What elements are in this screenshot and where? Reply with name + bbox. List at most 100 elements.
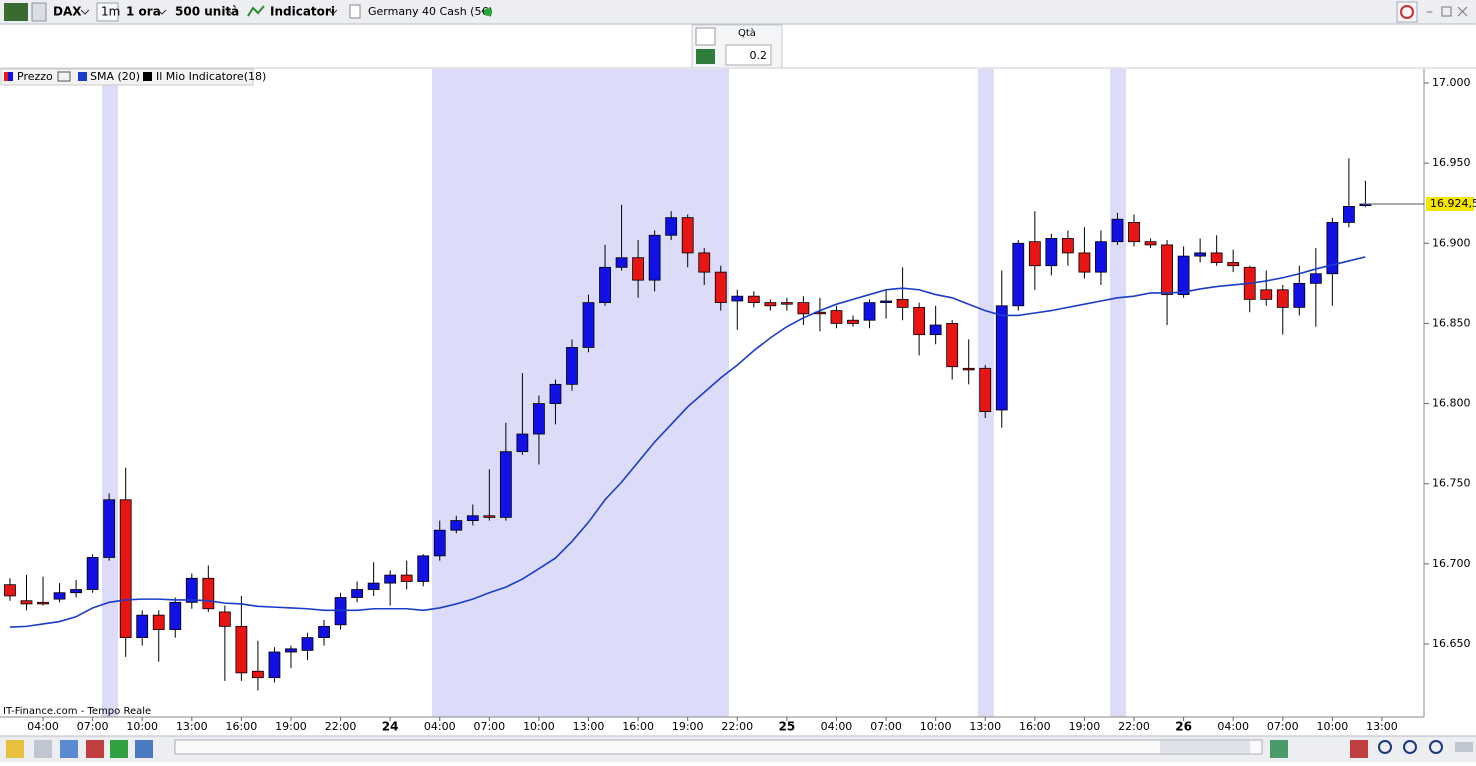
session-band (102, 69, 118, 717)
candle-body (1095, 241, 1107, 273)
units[interactable]: 500 unità (175, 5, 239, 19)
x-tick-label: 13:00 (176, 720, 208, 733)
candle-body (450, 520, 463, 531)
sync-button[interactable] (1396, 1, 1418, 23)
dropdown-arrow[interactable] (157, 9, 167, 15)
tool-button[interactable] (1350, 740, 1368, 758)
candle-body (367, 582, 380, 590)
dropdown-arrow[interactable] (328, 9, 338, 15)
candle-body (103, 499, 116, 558)
y-tick-label: 17.000 (1432, 76, 1471, 89)
candle-body (1260, 289, 1273, 300)
candle-body (218, 611, 231, 627)
tool-button[interactable] (86, 740, 104, 758)
indicator-icon[interactable] (247, 5, 265, 17)
candle-body (1227, 262, 1240, 267)
zoom-out[interactable] (1403, 740, 1417, 754)
footer-source: IT-Finance.com - Tempo Reale (3, 706, 151, 717)
zoom-in[interactable] (1429, 740, 1443, 754)
info-icon[interactable] (349, 4, 361, 19)
minimize[interactable]: – (1426, 4, 1433, 20)
tool-button[interactable] (135, 740, 153, 758)
maximize[interactable] (1441, 6, 1452, 17)
qty-label: Qtà (738, 27, 756, 39)
candle-body (499, 451, 512, 518)
legend-label[interactable]: SMA (20) (90, 70, 140, 83)
candle-body (119, 499, 132, 638)
legend-list-icon[interactable] (57, 71, 71, 82)
candle-body (351, 589, 363, 598)
candle-body (4, 584, 16, 597)
candle-body (648, 234, 661, 281)
candle-body (995, 305, 1008, 411)
candle-body (384, 574, 397, 584)
session-band (1110, 69, 1126, 717)
status-dot (484, 8, 492, 16)
candle-body (946, 323, 959, 368)
x-tick-label: 22:00 (1118, 720, 1150, 733)
symbol[interactable]: DAX (53, 5, 82, 19)
qty-input[interactable] (725, 44, 772, 66)
candle-body (268, 651, 281, 679)
x-tick-label: 07:00 (870, 720, 902, 733)
x-tick-label: 24 (382, 720, 399, 734)
candle-body (400, 574, 413, 582)
tool-button[interactable] (110, 740, 128, 758)
legend-label[interactable]: Il Mio Indicatore(18) (156, 70, 266, 83)
candle-body (53, 592, 66, 600)
qty-value[interactable]: 0.2 (750, 49, 768, 62)
draw-tool[interactable] (6, 740, 24, 758)
timeframe[interactable]: 1 ora (126, 5, 161, 19)
keyboard-button[interactable] (696, 49, 715, 64)
tool-button[interactable] (1455, 742, 1473, 752)
tf-short[interactable]: 1m (101, 5, 120, 19)
y-tick-label: 16.750 (1432, 477, 1471, 490)
current-price-label: 16.924,5 (1430, 197, 1476, 210)
candle-body (86, 557, 99, 590)
sma-line (9, 256, 1366, 628)
dropdown-arrow[interactable] (227, 9, 237, 15)
candle-body (747, 295, 760, 303)
legend-label[interactable]: Prezzo (17, 70, 53, 83)
x-tick-label: 19:00 (1069, 720, 1101, 733)
candle-body (979, 367, 992, 412)
legend-swatch (78, 72, 87, 81)
legend-swatch (4, 72, 8, 81)
candle-body (1293, 282, 1306, 308)
candle-body (1210, 252, 1223, 263)
demo-icon[interactable] (4, 3, 28, 21)
scroll-thumb[interactable] (1160, 741, 1250, 753)
zoom-button[interactable] (1378, 740, 1392, 754)
x-tick-label: 10:00 (126, 720, 158, 733)
y-tick-label: 16.800 (1432, 397, 1471, 410)
tf-button[interactable] (96, 2, 119, 22)
indicators[interactable]: Indicatori (270, 5, 335, 19)
x-tick-label: 04:00 (821, 720, 853, 733)
candle-body (417, 555, 430, 582)
tool-button[interactable] (60, 740, 78, 758)
candle-body (1276, 289, 1289, 308)
instrument: Germany 40 Cash (5€) (368, 5, 493, 18)
x-tick-label: 04:00 (1217, 720, 1249, 733)
x-tick-label: 19:00 (672, 720, 704, 733)
dropdown-arrow[interactable] (80, 9, 90, 15)
x-tick-label: 22:00 (325, 720, 357, 733)
toolbar (0, 0, 1476, 24)
candle-body (1309, 273, 1322, 284)
wrench-button[interactable] (695, 27, 716, 46)
x-tick-label: 13:00 (573, 720, 605, 733)
y-tick-label: 16.850 (1432, 316, 1471, 329)
close[interactable] (1457, 6, 1468, 17)
candle-body (1028, 241, 1041, 267)
tool-button[interactable] (34, 740, 52, 758)
scrollbar[interactable] (174, 739, 1263, 755)
lock-icon[interactable] (31, 2, 47, 22)
candle-body (20, 600, 33, 605)
candle-body (70, 589, 82, 594)
tool-button[interactable] (1270, 740, 1288, 758)
candle-body (1177, 255, 1190, 295)
candle-body (252, 670, 264, 679)
x-tick-label: 26 (1175, 720, 1192, 734)
x-tick-label: 10:00 (523, 720, 555, 733)
